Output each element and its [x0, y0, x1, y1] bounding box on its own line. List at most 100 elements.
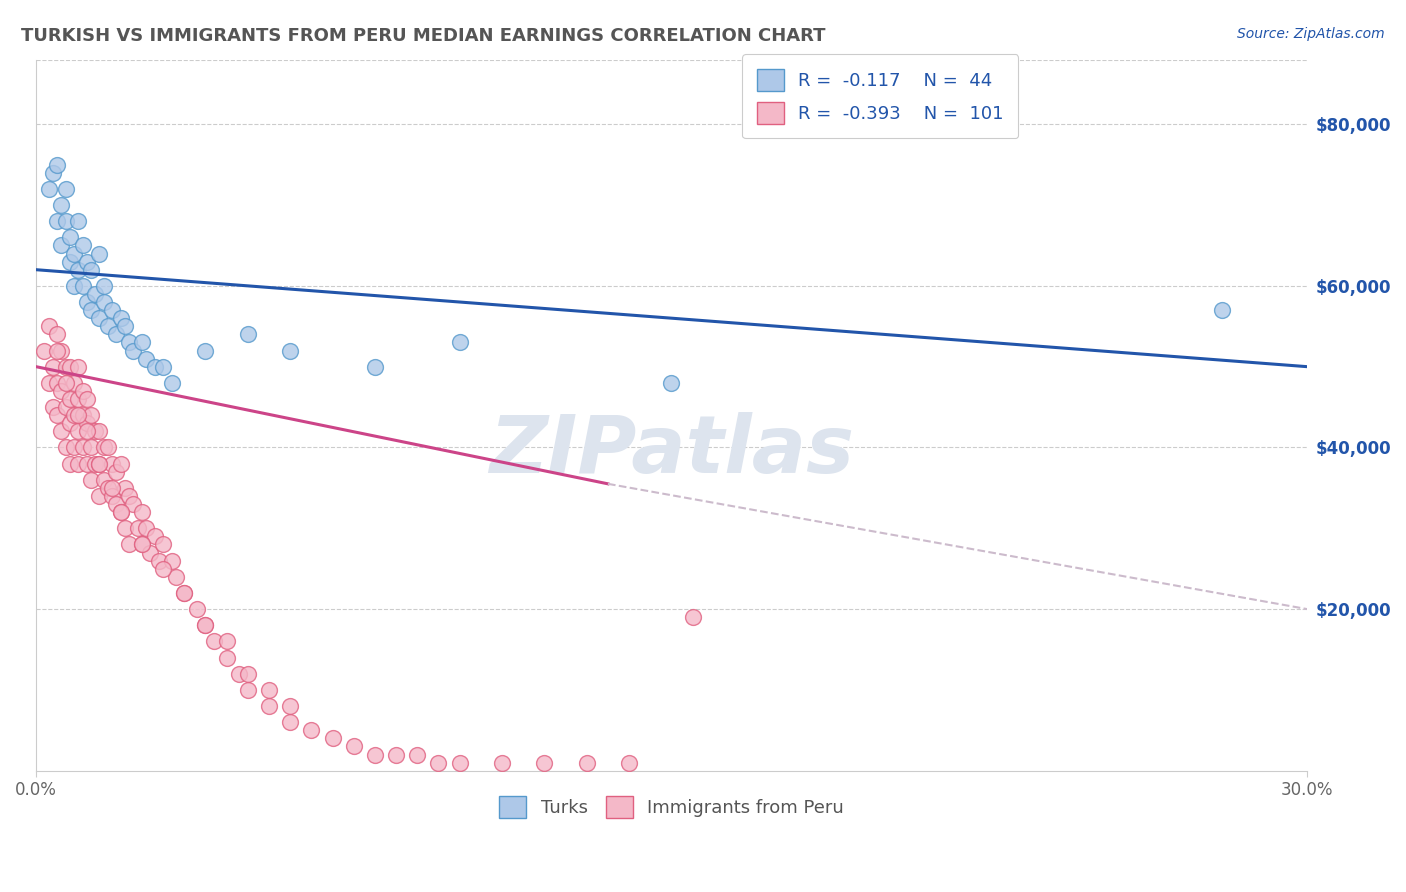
Point: [236, 327, 259, 342]
Point: [72, 384, 94, 398]
Point: [80, 262, 103, 277]
Point: [93, 278, 115, 293]
Point: [46, 408, 69, 422]
Text: ZIPatlas: ZIPatlas: [489, 412, 853, 490]
Point: [51, 384, 73, 398]
Point: [55, 214, 77, 228]
Text: TURKISH VS IMMIGRANTS FROM PERU MEDIAN EARNINGS CORRELATION CHART: TURKISH VS IMMIGRANTS FROM PERU MEDIAN E…: [21, 27, 825, 45]
Point: [449, 756, 471, 770]
Point: [257, 699, 280, 714]
Point: [215, 634, 238, 648]
Point: [76, 416, 98, 430]
Point: [34, 343, 56, 358]
Point: [322, 731, 344, 746]
Point: [110, 505, 132, 519]
Point: [152, 359, 174, 374]
Point: [46, 376, 69, 390]
Point: [143, 529, 166, 543]
Point: [194, 618, 217, 632]
Point: [299, 723, 322, 738]
Point: [449, 335, 471, 350]
Point: [38, 319, 60, 334]
Point: [131, 335, 153, 350]
Point: [63, 408, 86, 422]
Point: [76, 457, 98, 471]
Point: [135, 351, 157, 366]
Point: [101, 481, 124, 495]
Point: [89, 311, 111, 326]
Point: [661, 376, 683, 390]
Point: [59, 457, 82, 471]
Point: [51, 238, 73, 252]
Point: [72, 238, 94, 252]
Point: [42, 359, 65, 374]
Point: [93, 295, 115, 310]
Point: [257, 682, 280, 697]
Point: [93, 473, 115, 487]
Point: [55, 441, 77, 455]
Point: [89, 425, 111, 439]
Point: [118, 335, 141, 350]
Point: [194, 343, 217, 358]
Point: [105, 497, 128, 511]
Point: [80, 408, 103, 422]
Point: [59, 230, 82, 244]
Point: [55, 182, 77, 196]
Point: [110, 505, 132, 519]
Point: [59, 392, 82, 406]
Point: [55, 376, 77, 390]
Point: [427, 756, 450, 770]
Point: [42, 400, 65, 414]
Point: [385, 747, 408, 762]
Point: [46, 214, 69, 228]
Point: [76, 254, 98, 268]
Point: [42, 166, 65, 180]
Point: [101, 457, 124, 471]
Point: [89, 457, 111, 471]
Point: [152, 562, 174, 576]
Point: [364, 359, 387, 374]
Point: [491, 756, 513, 770]
Point: [228, 666, 250, 681]
Point: [59, 416, 82, 430]
Point: [76, 392, 98, 406]
Point: [173, 586, 195, 600]
Point: [110, 457, 132, 471]
Point: [1211, 303, 1233, 318]
Point: [122, 497, 145, 511]
Point: [38, 376, 60, 390]
Point: [278, 343, 301, 358]
Point: [84, 425, 107, 439]
Point: [55, 400, 77, 414]
Point: [236, 666, 259, 681]
Point: [72, 278, 94, 293]
Point: [84, 287, 107, 301]
Point: [194, 618, 217, 632]
Point: [278, 715, 301, 730]
Point: [51, 343, 73, 358]
Point: [76, 425, 98, 439]
Point: [406, 747, 429, 762]
Point: [173, 586, 195, 600]
Point: [59, 359, 82, 374]
Point: [46, 327, 69, 342]
Point: [135, 521, 157, 535]
Point: [682, 610, 704, 624]
Point: [215, 650, 238, 665]
Point: [67, 359, 90, 374]
Point: [343, 739, 366, 754]
Point: [101, 303, 124, 318]
Point: [101, 489, 124, 503]
Point: [114, 481, 136, 495]
Point: [114, 521, 136, 535]
Legend: Turks, Immigrants from Peru: Turks, Immigrants from Peru: [492, 789, 851, 826]
Point: [63, 376, 86, 390]
Point: [67, 262, 90, 277]
Point: [278, 699, 301, 714]
Point: [143, 359, 166, 374]
Point: [51, 425, 73, 439]
Point: [118, 537, 141, 551]
Point: [131, 537, 153, 551]
Point: [148, 553, 170, 567]
Point: [105, 465, 128, 479]
